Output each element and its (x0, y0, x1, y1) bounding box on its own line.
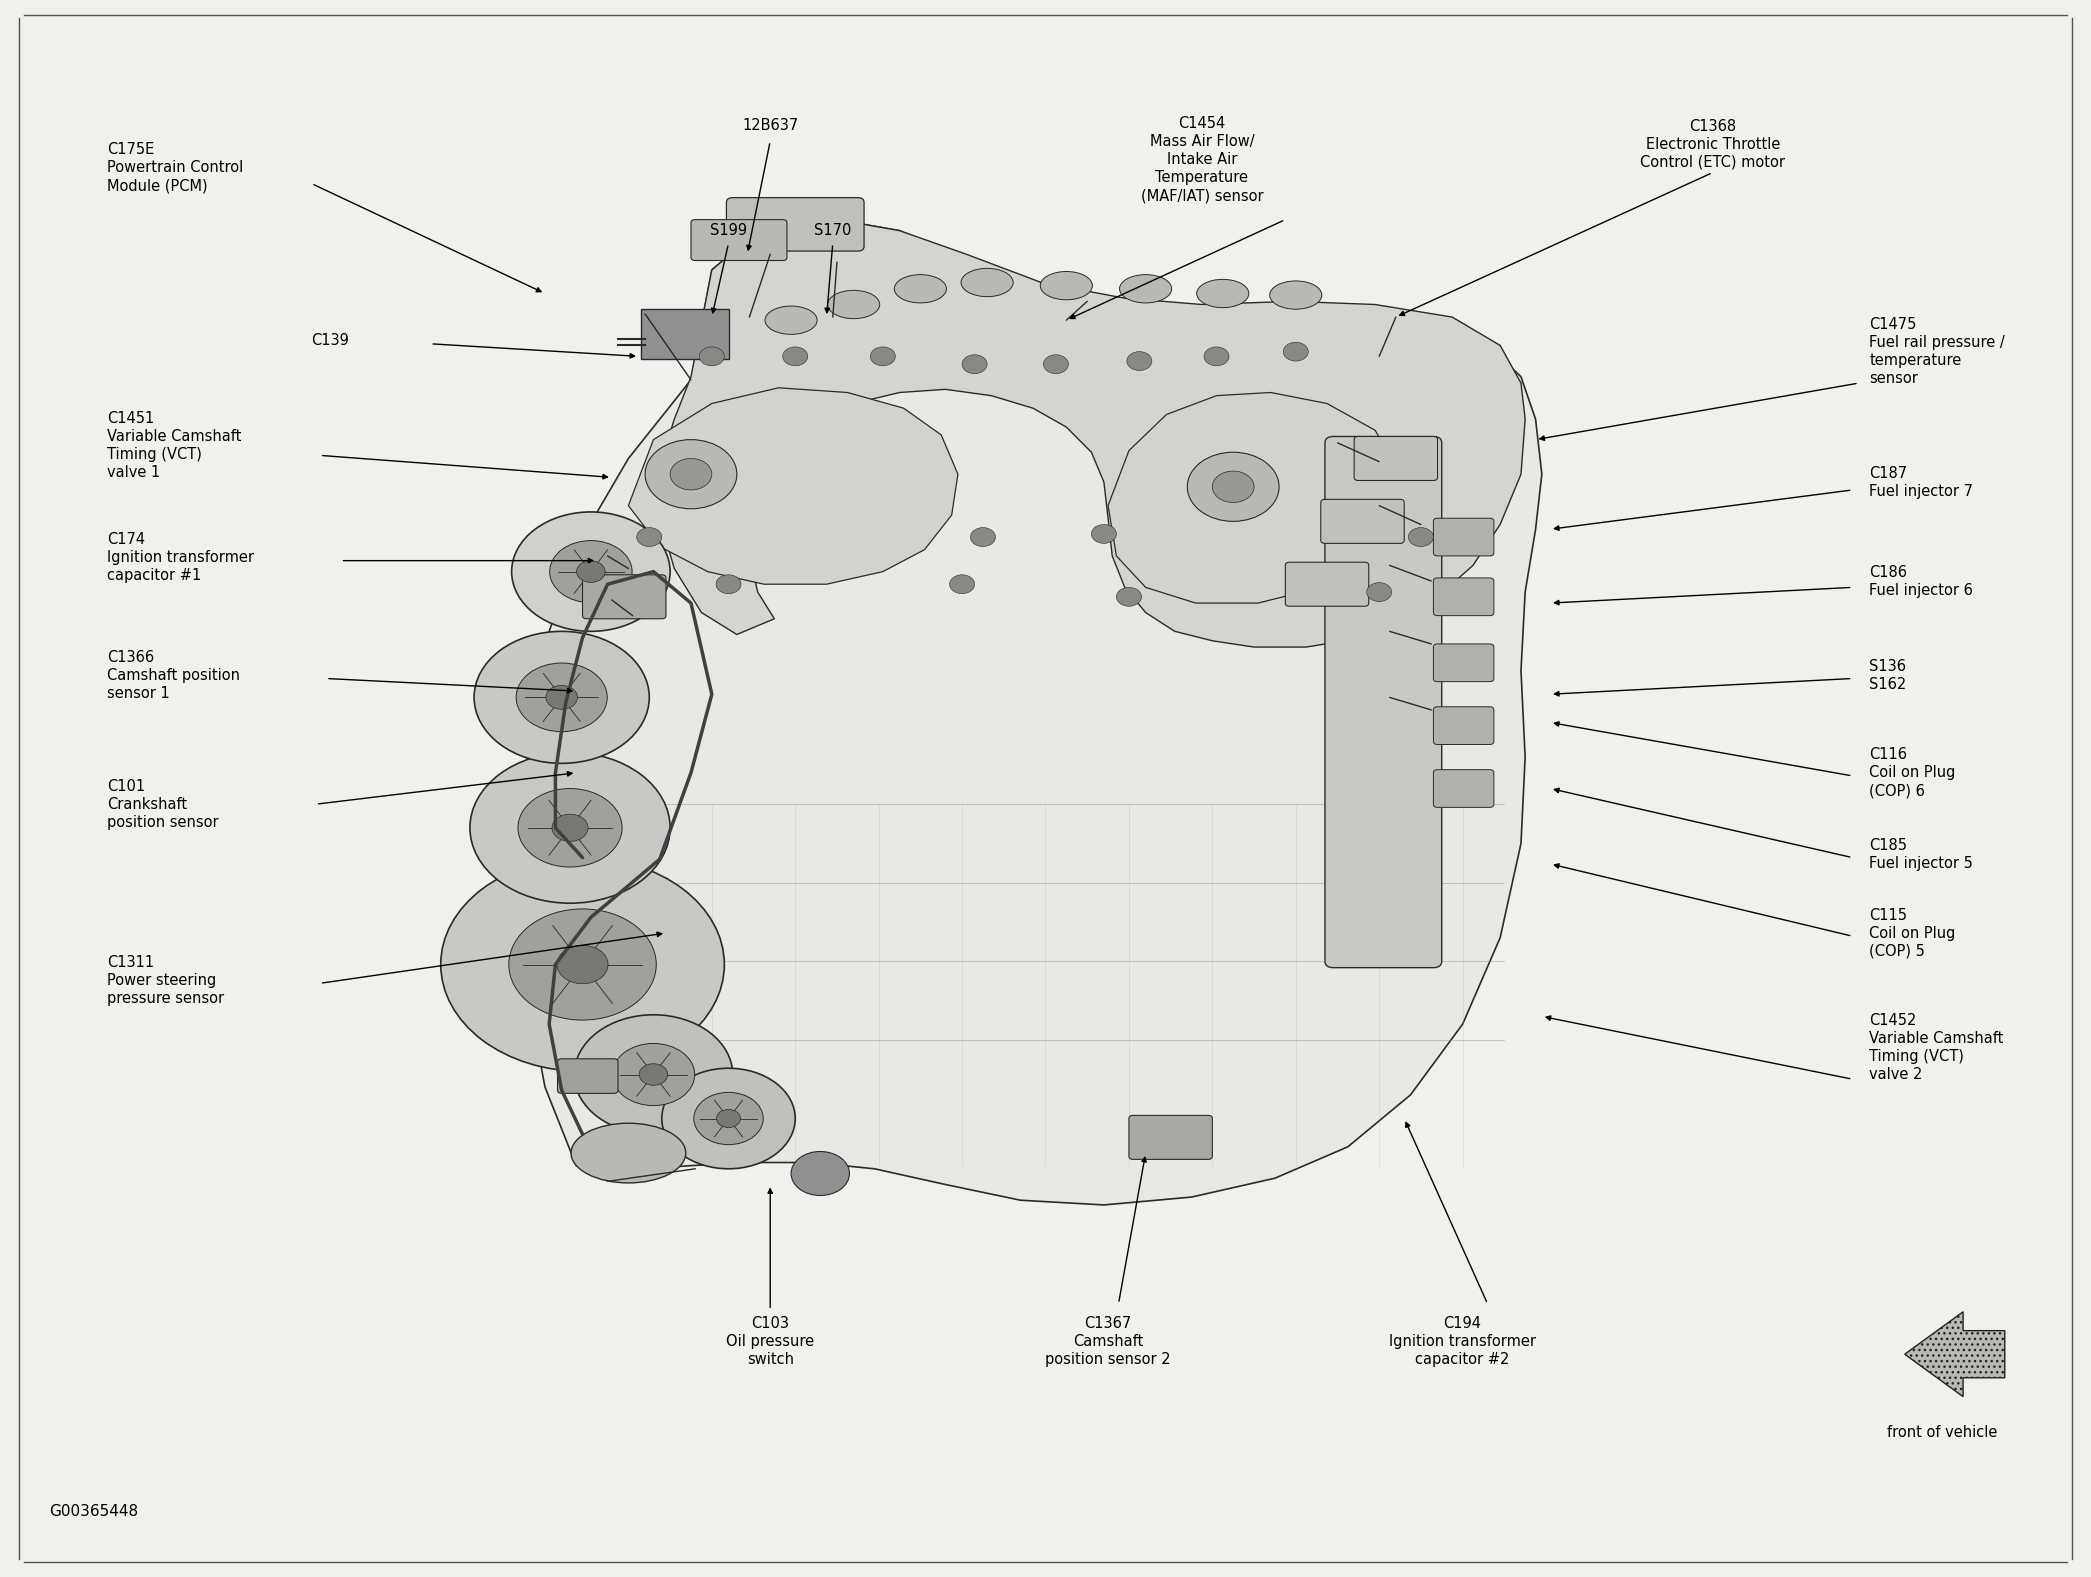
Circle shape (870, 347, 895, 366)
Polygon shape (1905, 1312, 2005, 1397)
Circle shape (508, 908, 657, 1020)
Circle shape (575, 1014, 732, 1134)
Circle shape (1204, 347, 1230, 366)
FancyBboxPatch shape (1434, 577, 1493, 615)
Circle shape (512, 513, 669, 631)
Circle shape (970, 528, 995, 547)
Text: C175E
Powertrain Control
Module (PCM): C175E Powertrain Control Module (PCM) (107, 142, 243, 194)
FancyBboxPatch shape (1434, 706, 1493, 744)
Circle shape (475, 631, 650, 763)
Ellipse shape (828, 290, 880, 319)
Ellipse shape (962, 268, 1014, 296)
Text: C103
Oil pressure
switch: C103 Oil pressure switch (726, 1317, 813, 1367)
FancyBboxPatch shape (1326, 437, 1441, 968)
Text: C1452
Variable Camshaft
Timing (VCT)
valve 2: C1452 Variable Camshaft Timing (VCT) val… (1869, 1014, 2003, 1082)
FancyBboxPatch shape (1434, 770, 1493, 807)
Circle shape (646, 440, 736, 509)
FancyBboxPatch shape (1286, 563, 1370, 606)
Text: C1475
Fuel rail pressure /
temperature
sensor: C1475 Fuel rail pressure / temperature s… (1869, 317, 2005, 386)
Circle shape (1092, 525, 1117, 544)
Text: C1311
Power steering
pressure sensor: C1311 Power steering pressure sensor (107, 954, 224, 1006)
Circle shape (640, 1064, 667, 1085)
Circle shape (638, 528, 661, 547)
Text: 12B637: 12B637 (742, 118, 799, 132)
Circle shape (556, 945, 608, 984)
Circle shape (669, 459, 711, 490)
Circle shape (550, 541, 631, 602)
Circle shape (552, 814, 588, 842)
FancyBboxPatch shape (1434, 643, 1493, 681)
Circle shape (546, 686, 577, 710)
Text: C186
Fuel injector 6: C186 Fuel injector 6 (1869, 565, 1974, 598)
Text: C101
Crankshaft
position sensor: C101 Crankshaft position sensor (107, 779, 220, 830)
Circle shape (1368, 582, 1393, 601)
Ellipse shape (1119, 274, 1171, 303)
FancyBboxPatch shape (558, 1058, 619, 1093)
Text: C1366
Camshaft position
sensor 1: C1366 Camshaft position sensor 1 (107, 650, 240, 700)
Ellipse shape (765, 306, 818, 334)
Ellipse shape (1196, 279, 1248, 308)
Text: C1367
Camshaft
position sensor 2: C1367 Camshaft position sensor 2 (1046, 1317, 1171, 1367)
Text: C1454
Mass Air Flow/
Intake Air
Temperature
(MAF/IAT) sensor: C1454 Mass Air Flow/ Intake Air Temperat… (1140, 117, 1263, 203)
Polygon shape (629, 388, 958, 583)
Text: C1368
Electronic Throttle
Control (ETC) motor: C1368 Electronic Throttle Control (ETC) … (1639, 118, 1786, 170)
Text: C1451
Variable Camshaft
Timing (VCT)
valve 1: C1451 Variable Camshaft Timing (VCT) val… (107, 412, 240, 481)
Polygon shape (659, 219, 1524, 647)
Circle shape (441, 858, 723, 1071)
FancyBboxPatch shape (1355, 437, 1439, 481)
Circle shape (715, 574, 740, 593)
Ellipse shape (1269, 281, 1322, 309)
Circle shape (577, 561, 604, 582)
Circle shape (1043, 355, 1069, 374)
Circle shape (470, 752, 669, 904)
Text: C115
Coil on Plug
(COP) 5: C115 Coil on Plug (COP) 5 (1869, 908, 1955, 959)
Circle shape (1409, 528, 1434, 547)
Circle shape (613, 1044, 694, 1105)
Polygon shape (1108, 393, 1401, 602)
Circle shape (962, 355, 987, 374)
Text: S170: S170 (813, 222, 851, 238)
Circle shape (1117, 587, 1142, 606)
Text: C194
Ignition transformer
capacitor #2: C194 Ignition transformer capacitor #2 (1388, 1317, 1537, 1367)
Circle shape (1284, 342, 1309, 361)
FancyBboxPatch shape (726, 197, 864, 251)
Text: C174
Ignition transformer
capacitor #1: C174 Ignition transformer capacitor #1 (107, 531, 253, 583)
Text: front of vehicle: front of vehicle (1886, 1426, 1997, 1440)
Polygon shape (521, 219, 1541, 1205)
Circle shape (519, 788, 621, 867)
Text: C185
Fuel injector 5: C185 Fuel injector 5 (1869, 837, 1974, 871)
FancyBboxPatch shape (1434, 519, 1493, 557)
Text: S199: S199 (711, 222, 746, 238)
Text: S136
S162: S136 S162 (1869, 659, 1907, 692)
Circle shape (661, 1068, 795, 1169)
FancyBboxPatch shape (1129, 1115, 1213, 1159)
Text: C116
Coil on Plug
(COP) 6: C116 Coil on Plug (COP) 6 (1869, 747, 1955, 798)
Ellipse shape (1041, 271, 1092, 300)
Circle shape (516, 662, 606, 732)
Circle shape (1213, 472, 1255, 503)
Text: C187
Fuel injector 7: C187 Fuel injector 7 (1869, 465, 1974, 498)
FancyBboxPatch shape (642, 309, 728, 360)
Circle shape (1127, 352, 1152, 371)
FancyBboxPatch shape (1322, 500, 1405, 544)
Circle shape (694, 1093, 763, 1145)
Ellipse shape (895, 274, 947, 303)
Text: C139: C139 (312, 333, 349, 349)
Text: G00365448: G00365448 (48, 1504, 138, 1519)
Circle shape (790, 1151, 849, 1195)
Circle shape (698, 347, 723, 366)
Ellipse shape (571, 1123, 686, 1183)
Circle shape (782, 347, 807, 366)
FancyBboxPatch shape (690, 219, 786, 260)
Circle shape (949, 574, 974, 593)
FancyBboxPatch shape (583, 574, 665, 618)
Circle shape (717, 1110, 740, 1128)
Circle shape (1188, 453, 1280, 522)
